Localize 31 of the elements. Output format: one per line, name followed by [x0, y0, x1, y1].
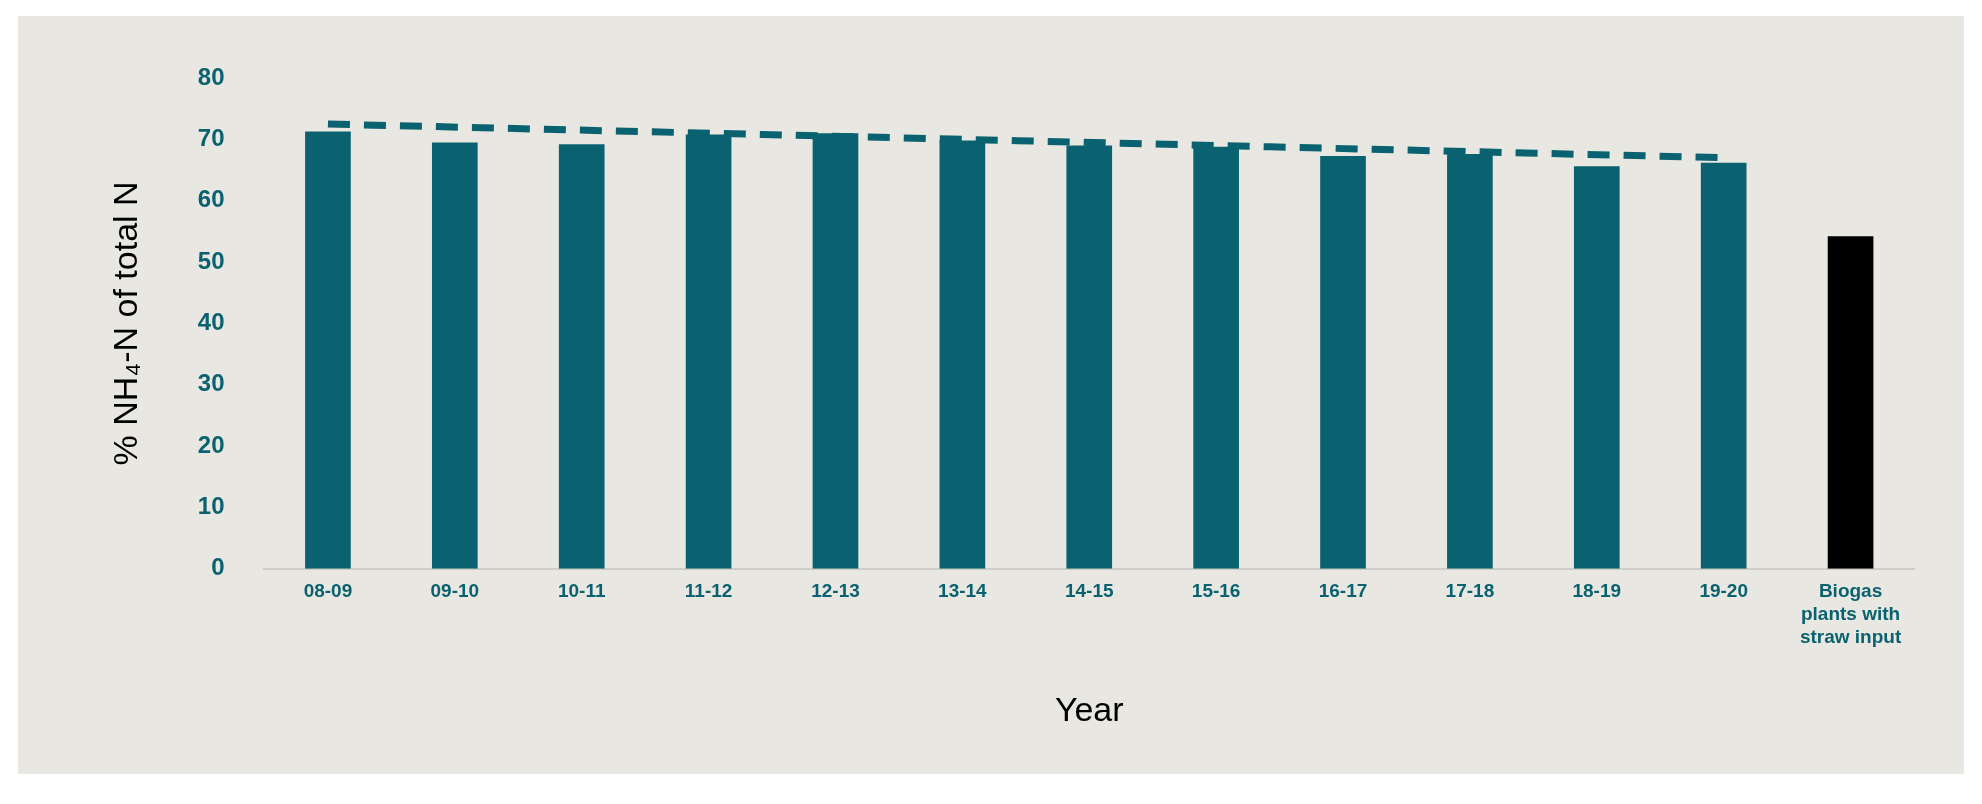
bar — [1700, 162, 1747, 569]
y-tick-label: 0 — [211, 553, 225, 581]
x-tick-label: 18-19 — [1572, 580, 1622, 602]
y-tick-label: 60 — [197, 185, 225, 213]
x-tick-label: 11-12 — [684, 580, 733, 602]
bar — [1320, 155, 1366, 569]
x-tick-label: 19-20 — [1699, 580, 1748, 602]
bar — [1573, 166, 1620, 569]
x-tick-label: 16-17 — [1318, 580, 1368, 602]
bar — [431, 142, 478, 569]
x-tick-label: Biogas plants with straw input — [1799, 580, 1902, 648]
bar — [1827, 236, 1874, 569]
y-tick-label: 80 — [197, 62, 225, 90]
x-tick-label: 08-09 — [303, 580, 353, 602]
x-tick-label: 12-13 — [811, 580, 860, 602]
x-axis-title: Year — [1054, 689, 1124, 728]
bar — [305, 131, 351, 569]
x-tick-label: 14-15 — [1064, 580, 1114, 602]
x-tick-label: 17-18 — [1445, 580, 1495, 602]
x-tick-label: 10-11 — [557, 580, 606, 602]
x-tick-label: 15-16 — [1191, 580, 1241, 602]
y-tick-label: 70 — [197, 123, 225, 151]
x-tick-label: 09-10 — [430, 580, 480, 602]
y-tick-label: 50 — [197, 246, 225, 274]
y-tick-label: 20 — [197, 430, 225, 458]
y-axis-title: % NH₄-N of total N — [105, 181, 144, 466]
y-tick-label: 10 — [197, 492, 225, 520]
y-tick-label: 30 — [197, 369, 225, 397]
y-tick-label: 40 — [197, 308, 225, 336]
x-tick-label: 13-14 — [938, 580, 988, 602]
bar — [558, 144, 605, 569]
